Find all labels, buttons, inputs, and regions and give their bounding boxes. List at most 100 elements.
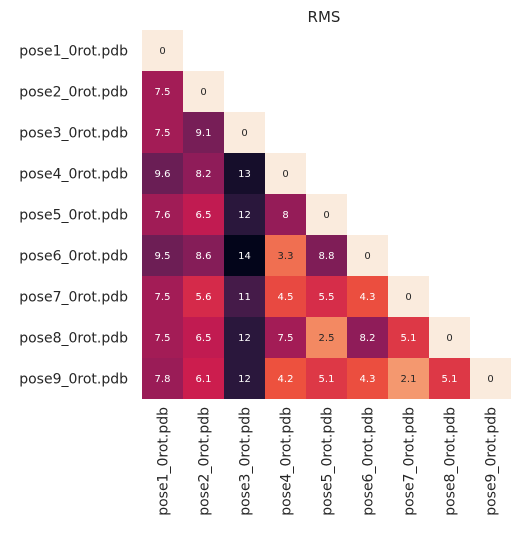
cell-value-label: 11 [238,292,251,303]
heatmap-cell [142,30,183,71]
cell-value-label: 6.1 [196,374,212,385]
cell-value-label: 0 [159,46,165,57]
column-tick-label: pose5_0rot.pdb [320,407,336,516]
cell-value-label: 0 [200,87,206,98]
cell-value-label: 9.1 [196,128,212,139]
cell-value-label: 6.5 [196,210,212,221]
row-tick-label: pose6_0rot.pdb [19,249,128,265]
cell-value-label: 2.5 [319,333,335,344]
cell-value-label: 2.1 [401,374,417,385]
column-tick-label: pose9_0rot.pdb [484,407,500,516]
heatmap-cell [347,317,388,358]
column-tick-labels: pose1_0rot.pdb pose2_0rot.pdb pose3_0rot.p… [156,407,500,516]
column-tick-label: pose6_0rot.pdb [361,407,377,516]
heatmap-cell [224,153,265,194]
cell-value-label: 12 [238,333,251,344]
cell-value-label: 14 [238,251,251,262]
cell-value-label: 7.5 [155,292,171,303]
heatmap-cell [142,71,183,112]
heatmap-cell [142,235,183,276]
column-tick-label: pose7_0rot.pdb [402,407,418,516]
heatmap-cell [429,358,470,399]
cell-value-label: 12 [238,210,251,221]
heatmap-cells: 0 7.5 0 7.5 9.1 0 9.6 8.2 13 0 7.6 6.5 12 8 0 9.5 8.6 14 3… [142,30,511,399]
heatmap-cell [183,276,224,317]
cell-value-label: 5.5 [319,292,335,303]
heatmap-cell [142,317,183,358]
heatmap-cell [306,276,347,317]
row-tick-label: pose3_0rot.pdb [19,126,128,142]
column-tick-label: pose1_0rot.pdb [156,407,172,516]
cell-value-label: 3.3 [278,251,294,262]
cell-value-label: 13 [238,169,251,180]
row-tick-label: pose5_0rot.pdb [19,208,128,224]
heatmap-cell [183,358,224,399]
column-tick-label: pose3_0rot.pdb [238,407,254,516]
heatmap-cell [142,112,183,153]
heatmap-cell [347,235,388,276]
heatmap-cell [265,235,306,276]
row-tick-label: pose2_0rot.pdb [19,85,128,101]
heatmap-cell [470,358,511,399]
cell-value-label: 7.6 [155,210,171,221]
heatmap-cell [224,194,265,235]
heatmap-cell [265,317,306,358]
row-tick-label: pose9_0rot.pdb [19,372,128,388]
cell-value-label: 0 [364,251,370,262]
cell-value-label: 8.8 [319,251,335,262]
cell-value-label: 0 [405,292,411,303]
heatmap-cell [388,358,429,399]
cell-value-label: 8.2 [360,333,376,344]
row-tick-label: pose1_0rot.pdb [19,44,128,60]
cell-value-label: 7.8 [155,374,171,385]
column-tick-label: pose2_0rot.pdb [197,407,213,516]
row-tick-labels: pose1_0rot.pdb pose2_0rot.pdb pose3_0rot.p… [19,44,128,388]
heatmap-cell [306,317,347,358]
heatmap-cell [306,194,347,235]
heatmap-cell [183,112,224,153]
heatmap-cell [142,276,183,317]
heatmap-cell [265,153,306,194]
cell-value-label: 5.1 [401,333,417,344]
heatmap-cell [224,317,265,358]
heatmap-cell [429,317,470,358]
cell-value-label: 4.5 [278,292,294,303]
cell-value-label: 9.6 [155,169,171,180]
heatmap-cell [388,317,429,358]
row-tick-label: pose8_0rot.pdb [19,331,128,347]
heatmap-cell [265,358,306,399]
cell-value-label: 7.5 [155,87,171,98]
cell-value-label: 6.5 [196,333,212,344]
heatmap-cell [142,358,183,399]
cell-value-label: 0 [487,374,493,385]
heatmap-cell [224,112,265,153]
heatmap-cell [183,194,224,235]
cell-value-label: 9.5 [155,251,171,262]
cell-value-label: 4.2 [278,374,294,385]
row-tick-label: pose4_0rot.pdb [19,167,128,183]
heatmap-cell [183,235,224,276]
cell-value-label: 7.5 [155,333,171,344]
column-tick-label: pose4_0rot.pdb [279,407,295,516]
cell-value-label: 7.5 [155,128,171,139]
cell-value-label: 5.1 [319,374,335,385]
cell-value-label: 0 [323,210,329,221]
heatmap-cell [183,317,224,358]
column-tick-label: pose8_0rot.pdb [443,407,459,516]
cell-value-label: 5.6 [196,292,212,303]
cell-value-label: 4.3 [360,292,376,303]
heatmap-cell [183,71,224,112]
heatmap-cell [224,358,265,399]
cell-value-label: 5.1 [442,374,458,385]
heatmap-cell [347,358,388,399]
cell-value-label: 8.6 [196,251,212,262]
row-tick-label: pose7_0rot.pdb [19,290,128,306]
cell-value-label: 8 [282,210,288,221]
heatmap-cell [306,358,347,399]
cell-value-label: 7.5 [278,333,294,344]
heatmap-cell [265,194,306,235]
cell-value-label: 0 [241,128,247,139]
heatmap-cell [224,276,265,317]
cell-value-label: 8.2 [196,169,212,180]
